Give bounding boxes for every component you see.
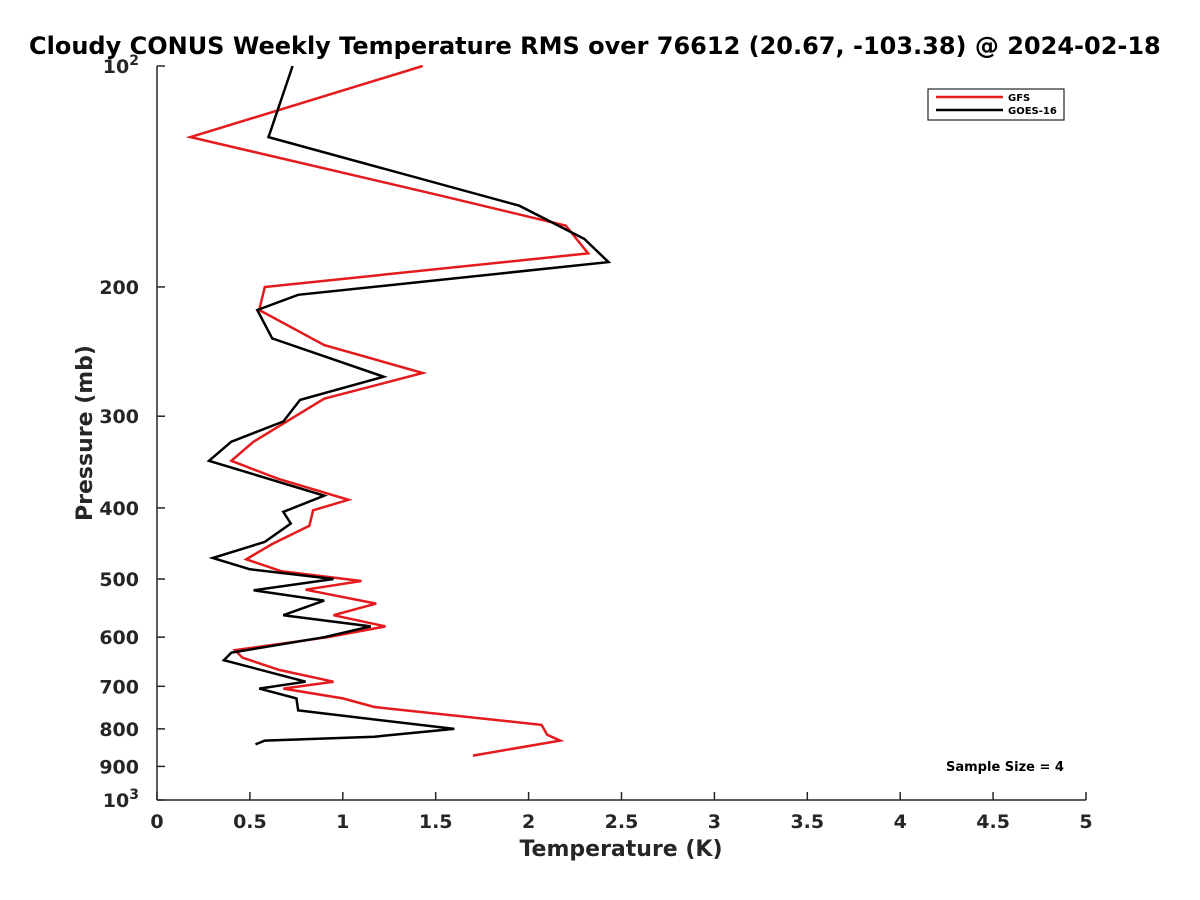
- x-tick-label: 2: [522, 811, 535, 833]
- chart-title: Cloudy CONUS Weekly Temperature RMS over…: [29, 32, 1161, 60]
- y-tick-label: 700: [99, 676, 139, 698]
- sample-size-annotation: Sample Size = 4: [946, 760, 1064, 775]
- y-tick-label: 103: [103, 787, 139, 812]
- legend-box: [927, 88, 1065, 121]
- x-ticks: 0 0.5 1 1.5 2 2.5 3 3.5 4 4.5 5: [150, 792, 1093, 833]
- y-tick-label: 200: [99, 277, 139, 299]
- y-tick-label: 102: [103, 53, 139, 78]
- legend-label-gfs: GFS: [1008, 93, 1030, 104]
- plot-area: 102 200 300 400 500 600 700 800 900 103 0 0.5 1 1.5 2…: [99, 53, 1092, 833]
- y-tick-label: 300: [99, 406, 139, 428]
- series-line-goes-16: [206, 65, 612, 746]
- x-tick-label: 0.5: [233, 811, 267, 833]
- x-tick-label: 1: [336, 811, 349, 833]
- x-tick-label: 3: [708, 811, 721, 833]
- x-tick-label: 3.5: [790, 811, 824, 833]
- y-axis-label: Pressure (mb): [73, 345, 98, 521]
- x-tick-label: 0: [150, 811, 163, 833]
- legend-label-goes-16: GOES-16: [1008, 106, 1057, 117]
- x-tick-label: 2.5: [605, 811, 639, 833]
- x-tick-label: 1.5: [419, 811, 453, 833]
- x-tick-label: 4: [894, 811, 907, 833]
- y-ticks: 102 200 300 400 500 600 700 800 900 103: [99, 53, 165, 812]
- x-tick-label: 5: [1079, 811, 1092, 833]
- y-tick-label: 600: [99, 627, 139, 649]
- series-line-gfs: [185, 64, 591, 757]
- x-axis-label: Temperature (K): [519, 837, 722, 862]
- y-tick-label: 900: [99, 756, 139, 778]
- series-lines: [185, 64, 612, 757]
- y-tick-label: 500: [99, 569, 139, 591]
- y-tick-label: 800: [99, 719, 139, 741]
- x-tick-label: 4.5: [976, 811, 1010, 833]
- legend: GFS GOES-16: [927, 88, 1065, 121]
- y-tick-label: 400: [99, 498, 139, 520]
